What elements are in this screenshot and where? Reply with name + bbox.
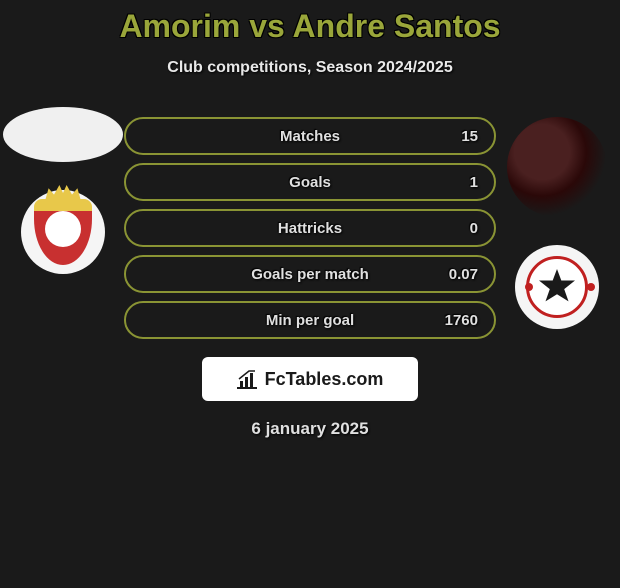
stat-value-right: 0 xyxy=(418,220,478,237)
site-logo[interactable]: FcTables.com xyxy=(202,357,418,401)
club-badge-left xyxy=(21,190,105,274)
stat-label: Min per goal xyxy=(202,312,418,329)
stat-label: Matches xyxy=(202,128,418,145)
comparison-content: Matches 15 Goals 1 Hattricks 0 Goals per… xyxy=(0,117,620,339)
site-logo-text: FcTables.com xyxy=(265,369,384,390)
stat-row: Goals per match 0.07 xyxy=(124,255,496,293)
shield-icon xyxy=(526,256,588,318)
club-badge-right xyxy=(515,245,599,329)
left-column xyxy=(8,117,118,339)
player-photo-left xyxy=(3,107,123,162)
stat-value-right: 15 xyxy=(418,128,478,145)
stat-row: Matches 15 xyxy=(124,117,496,155)
stat-value-right: 1 xyxy=(418,174,478,191)
subtitle: Club competitions, Season 2024/2025 xyxy=(0,59,620,77)
right-column xyxy=(502,117,612,339)
stat-value-right: 1760 xyxy=(418,312,478,329)
stat-label: Hattricks xyxy=(202,220,418,237)
stat-row: Min per goal 1760 xyxy=(124,301,496,339)
stat-value-right: 0.07 xyxy=(418,266,478,283)
stat-row: Hattricks 0 xyxy=(124,209,496,247)
crown-icon xyxy=(45,185,81,201)
stats-list: Matches 15 Goals 1 Hattricks 0 Goals per… xyxy=(118,117,502,339)
chart-icon xyxy=(237,369,259,389)
stat-row: Goals 1 xyxy=(124,163,496,201)
update-date: 6 january 2025 xyxy=(0,419,620,439)
stat-label: Goals per match xyxy=(202,266,418,283)
page-title: Amorim vs Andre Santos xyxy=(0,8,620,45)
shield-icon xyxy=(34,199,92,265)
player-photo-right xyxy=(507,117,607,217)
stat-label: Goals xyxy=(202,174,418,191)
